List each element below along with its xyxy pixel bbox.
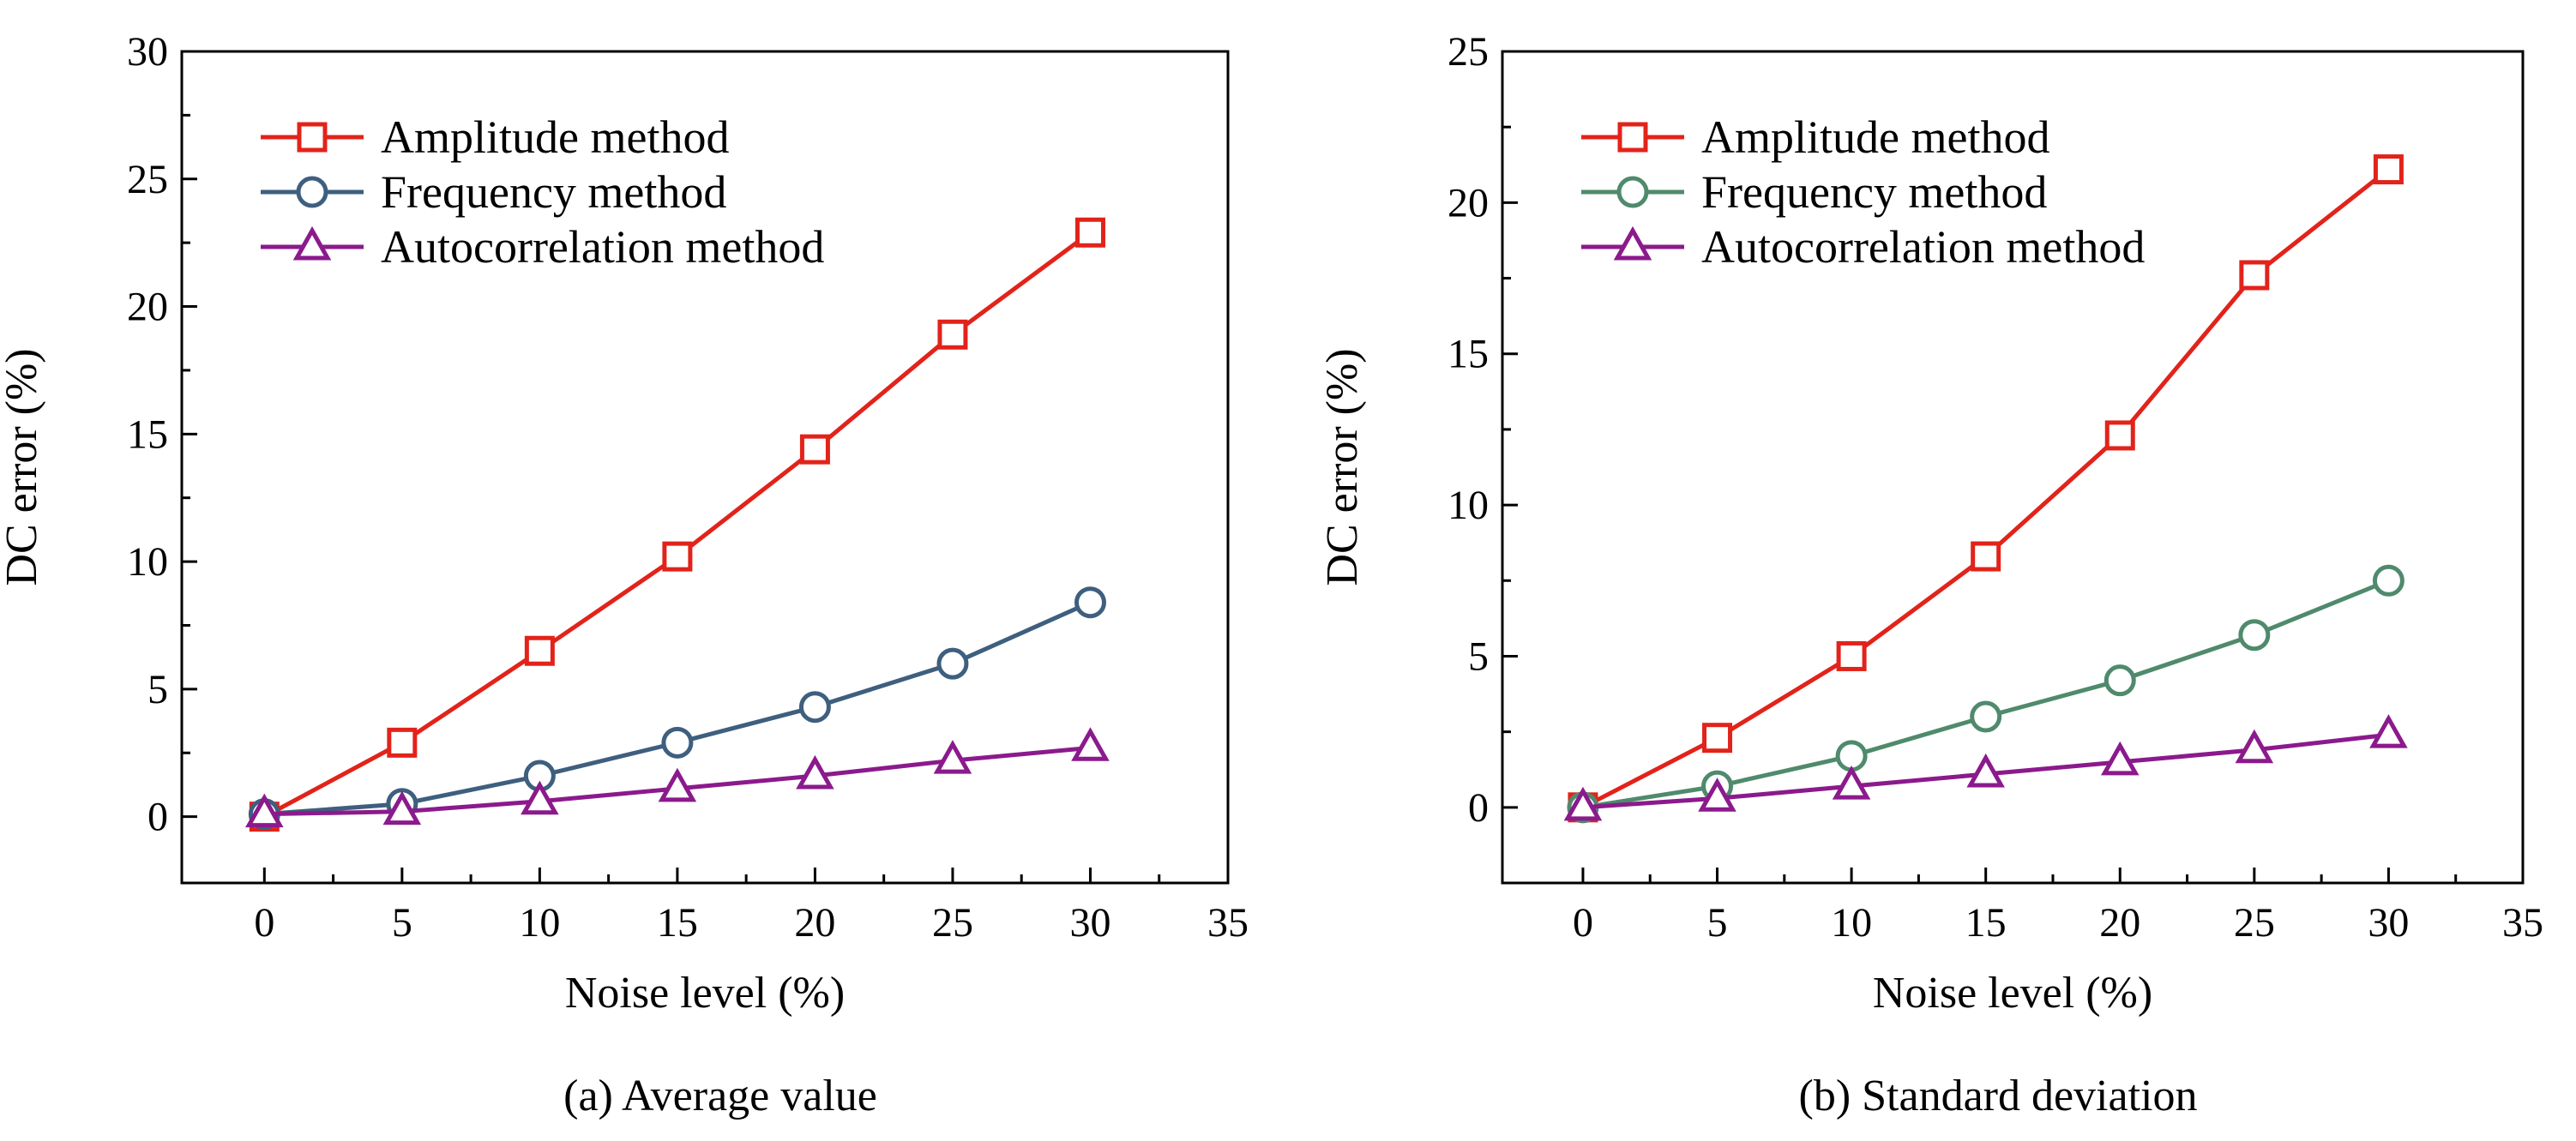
data-point-circle [798, 691, 831, 724]
x-tick-label: 15 [1965, 900, 2007, 946]
y-tick-label: 5 [147, 667, 168, 712]
x-tick-label: 5 [1707, 900, 1728, 946]
data-point-triangle [1698, 778, 1736, 812]
y-tick-label: 20 [127, 285, 168, 330]
data-point-circle [2238, 619, 2271, 652]
x-tick-label: 5 [392, 900, 412, 946]
chart-panel-standard-deviation: 0 5 10 15 20 25 30 35 0 5 10 15 20 25 Noise level (%) D… [1318, 29, 2543, 1120]
data-point-circle [936, 647, 969, 680]
data-point-circle [2372, 564, 2404, 597]
data-point-circle [661, 726, 694, 759]
y-tick-label: 0 [147, 795, 168, 840]
data-point-triangle [1832, 766, 1871, 800]
data-point-triangle [2235, 729, 2274, 764]
x-tick-label: 0 [1573, 900, 1593, 946]
data-point-triangle [658, 767, 697, 802]
x-tick-label: 10 [519, 900, 560, 946]
legend-marker-square [297, 122, 328, 153]
legend-label: Autocorrelation method [381, 221, 824, 273]
data-point-triangle [1966, 753, 2005, 788]
data-point-square [1702, 723, 1733, 754]
legend-label: Autocorrelation method [1701, 221, 2145, 273]
chart-panel-average-value: 0 5 10 15 20 25 30 35 0 5 10 15 20 25 30 Noise level (%… [0, 29, 1249, 1120]
legend-marker-square [1617, 122, 1648, 153]
x-tick-label: 25 [932, 900, 973, 946]
y-axis-title: DC error (%) [1318, 348, 1367, 586]
legend-marker-triangle [1613, 225, 1652, 261]
data-point-square [662, 541, 693, 572]
y-tick-label: 25 [127, 157, 168, 202]
legend-marker-triangle [292, 225, 332, 261]
panel-caption: (a) Average value [563, 1072, 877, 1120]
y-axis-title: DC error (%) [0, 348, 46, 586]
data-point-square [799, 434, 830, 465]
data-point-triangle [521, 780, 559, 815]
y-tick-label: 0 [1468, 785, 1489, 831]
data-point-circle [2104, 664, 2136, 697]
data-point-square [2239, 260, 2270, 291]
y-tick-label: 30 [127, 29, 168, 75]
plot-frame [180, 50, 1230, 885]
x-tick-label: 25 [2234, 900, 2275, 946]
x-tick-label: 10 [1831, 900, 1872, 946]
y-tick-label: 5 [1468, 634, 1489, 679]
y-tick-label: 25 [1447, 29, 1489, 75]
x-tick-label: 35 [2502, 900, 2543, 946]
data-point-triangle [1563, 786, 1603, 821]
legend-label: Frequency method [381, 166, 726, 218]
y-tick-label: 10 [127, 539, 168, 585]
data-point-triangle [2100, 741, 2140, 776]
data-point-triangle [1071, 727, 1110, 761]
x-axis-title: Noise level (%) [565, 969, 845, 1018]
data-point-square [1074, 217, 1105, 248]
data-point-square [2104, 420, 2135, 451]
panel-caption: (b) Standard deviation [1799, 1072, 2198, 1120]
y-tick-label: 15 [1447, 332, 1489, 377]
y-tick-label: 20 [1447, 180, 1489, 225]
data-point-circle [1970, 700, 2002, 733]
data-point-circle [1074, 586, 1106, 619]
legend-label: Amplitude method [381, 111, 729, 163]
x-tick-label: 35 [1207, 900, 1249, 946]
x-tick-label: 30 [2368, 900, 2409, 946]
x-axis-title: Noise level (%) [1873, 969, 2152, 1018]
data-point-square [1971, 541, 2001, 572]
plot-frame [1501, 50, 2525, 885]
data-point-square [1836, 640, 1867, 671]
x-tick-label: 15 [657, 900, 698, 946]
data-point-square [937, 319, 968, 350]
data-point-triangle [245, 793, 284, 828]
data-point-square [2373, 154, 2404, 185]
x-tick-label: 20 [2099, 900, 2140, 946]
x-tick-label: 30 [1069, 900, 1110, 946]
data-point-triangle [796, 754, 834, 790]
y-tick-label: 10 [1447, 483, 1489, 528]
data-point-square [387, 727, 418, 758]
legend-label: Amplitude method [1701, 111, 2049, 163]
legend-label: Frequency method [1701, 166, 2047, 218]
x-tick-label: 20 [794, 900, 835, 946]
data-point-triangle [933, 740, 972, 774]
y-tick-label: 15 [127, 411, 168, 457]
data-point-triangle [382, 790, 422, 826]
legend-marker-circle [296, 176, 328, 208]
data-point-triangle [2369, 714, 2408, 748]
legend-marker-circle [1616, 176, 1649, 208]
data-point-square [524, 635, 555, 666]
x-tick-label: 0 [254, 900, 274, 946]
